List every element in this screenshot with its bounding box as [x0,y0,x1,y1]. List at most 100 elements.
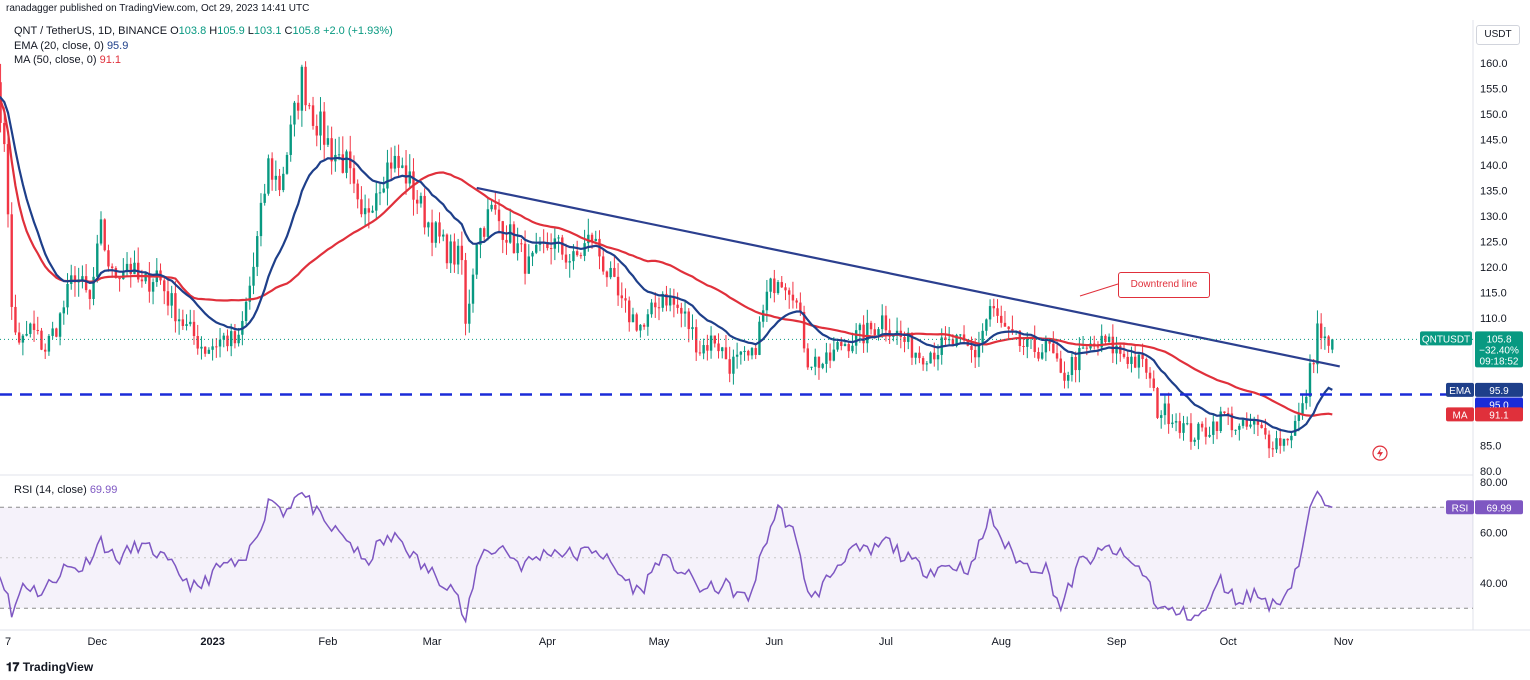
rsi-band [0,507,1473,609]
candle-body [862,324,865,344]
last-price-badge-text: 105.8 [1486,334,1511,345]
candle-body [676,304,679,308]
candle-body [1081,347,1085,349]
candle-body [289,124,292,155]
candle-body [1238,425,1241,430]
candle-body [557,237,560,239]
candle-body [293,102,296,125]
ema-tag-badge: EMA [1446,382,1474,397]
candle-body [1011,329,1014,333]
ma-value: 91.1 [99,54,122,66]
time-tick-label: Aug [991,636,1011,648]
ticker-badge: QNTUSDT [1420,331,1472,346]
ema-tag-badge-text: EMA [1449,386,1471,397]
candle-body [144,273,147,282]
low-label: L [247,25,254,37]
ma-tag-badge-bg [1446,407,1474,422]
candle-body [929,352,932,364]
candle-body [921,358,925,365]
candle-body [416,199,419,204]
candle-body [717,343,720,352]
time-tick-label: Apr [539,636,556,648]
candle-body [858,324,862,331]
ticker-badge-text: QNTUSDT [1422,334,1470,345]
candle-body [1264,428,1267,435]
candle-body [282,173,285,191]
price-tick-label: 160.0 [1480,58,1508,70]
time-tick-label: May [649,636,670,648]
candle-body [1044,339,1048,353]
legend-ma: MA (50, close, 0) 91.1 [14,54,121,66]
candle-body [1193,439,1196,442]
candle-body [296,102,300,111]
candle-body [907,332,910,342]
candle-body [92,276,95,299]
candle-body [207,349,211,354]
candle-body [99,219,103,244]
candle-body [951,339,955,347]
rsi-badge-bg [1475,500,1523,515]
candle-body [397,155,400,168]
candle-body [981,330,984,345]
candle-body [230,331,233,347]
candle-body [1022,346,1025,348]
candle-body [520,243,523,245]
candle-body [285,154,289,174]
candle-body [408,171,411,184]
candle-body [125,263,129,272]
candle-body [6,144,10,215]
candle-body [311,105,315,126]
candle-body [817,356,821,368]
candle-body [791,294,795,301]
candle-body [832,349,836,361]
price-tick-label: 85.0 [1480,441,1501,453]
candle-body [70,275,73,284]
candle-body [1067,375,1070,381]
candle-body [561,237,564,255]
rsi-label: RSI (14, close) [14,484,87,496]
candle-body [1078,348,1081,371]
candle-body [1160,415,1163,418]
candle-body [892,335,895,337]
currency-button[interactable]: USDT [1476,25,1520,45]
candle-body [1186,423,1189,425]
legend-ohlc: QNT / TetherUS, 1D, BINANCE O103.8 H105.… [14,25,393,37]
candle-body [375,193,378,211]
candle-body [866,322,869,344]
candle-body [226,335,229,347]
candle-body [1286,438,1289,441]
candle-body [988,306,992,320]
candle-body [1293,420,1297,436]
candle-body [1256,419,1260,425]
candle-body [743,350,746,352]
candle-body [1305,396,1308,404]
price-tick-label: 120.0 [1480,262,1508,274]
candle-body [308,105,311,107]
candle-body [549,248,553,250]
candle-body [330,138,333,162]
candle-body [460,245,464,261]
candle-body [1297,413,1301,421]
candle-body [1126,356,1129,364]
candle-body [564,254,568,263]
time-tick-label: Dec [87,636,107,648]
candle-body [438,222,441,237]
candle-body [810,366,813,368]
candle-body [445,234,449,264]
candle-body [248,285,251,302]
candle-body [505,239,508,243]
candle-body [10,214,13,307]
candle-body [795,300,798,303]
candle-body [1119,345,1122,354]
price-tick-label: 125.0 [1480,237,1508,249]
candle-body [1000,315,1003,323]
candle-body [58,313,62,337]
candle-body [959,334,962,336]
candle-body [1026,337,1029,347]
ma-badge-text: 91.1 [1489,410,1509,421]
candle-body [84,276,88,291]
candle-body [389,162,393,169]
candle-body [345,151,348,173]
